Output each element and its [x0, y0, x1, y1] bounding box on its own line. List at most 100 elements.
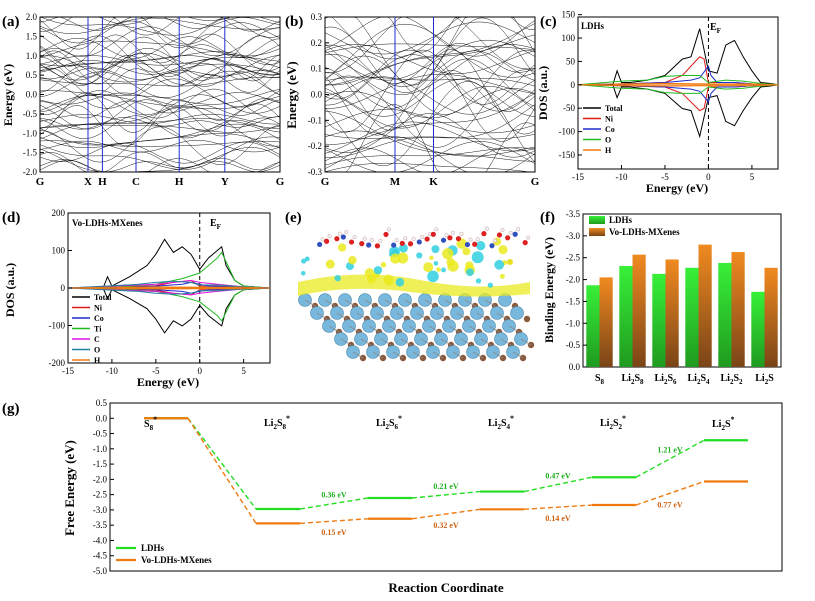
step-energy-label: 0.77 eV: [657, 500, 683, 509]
band-line: [39, 88, 281, 119]
legend-label: O: [94, 346, 100, 355]
band-line: [39, 92, 281, 133]
band-line: [324, 43, 536, 53]
formula-sub: 4: [507, 423, 511, 431]
panel-b-ylabel: Energy (eV): [284, 61, 299, 129]
legend-label: Vo-LDHs-MXenes: [609, 227, 680, 237]
ytick-label: -0.5: [23, 109, 38, 119]
band-line: [39, 59, 281, 86]
band-line: [40, 33, 281, 73]
ytick-label: -0.5: [566, 340, 581, 350]
bond: [348, 325, 360, 333]
panel-b-bands: [324, 16, 536, 173]
formula-part: Li: [600, 418, 610, 429]
legend-label: Co: [605, 125, 615, 134]
band-line: [39, 76, 281, 87]
band-line: [324, 16, 536, 53]
bar-ldhs: [718, 262, 732, 367]
h-atom: [516, 227, 521, 232]
category-label: Li2S: [755, 373, 774, 386]
legend-label: Vo-LDHs-MXenes: [141, 555, 212, 565]
band-line: [324, 49, 536, 105]
panel-f-legend: LDHs Vo-LDHs-MXenes: [589, 215, 680, 237]
formula-sub: 2: [664, 378, 668, 386]
band-line: [39, 67, 281, 96]
h-atom: [411, 236, 416, 241]
ytick-label: -200: [49, 358, 66, 368]
band-line: [324, 147, 536, 166]
charge-density-difference-model: [298, 226, 535, 362]
isosurface-lobe: [446, 258, 455, 267]
isosurface-lobe: [390, 253, 401, 264]
ytick-label: 1.0: [26, 51, 38, 61]
step-energy-label: 0.21 eV: [433, 482, 459, 491]
bond: [460, 338, 472, 346]
h-atom: [444, 233, 449, 238]
h-atom: [403, 236, 408, 241]
panel-g-axes: S8* Li2S8* Li2S6* Li2S4* Li2S2*Li2S*0.50.0-0…: [93, 398, 735, 576]
connector-vo-ldhs-mxenes: [523, 504, 593, 510]
bond: [500, 338, 512, 346]
band-line: [39, 50, 281, 85]
formula-sub: 2: [273, 423, 277, 431]
step-energy-label: 0.14 eV: [545, 514, 571, 523]
formula-sub: 2: [730, 378, 734, 386]
band-line: [324, 162, 535, 173]
band-line: [324, 76, 536, 115]
band-line: [39, 147, 281, 173]
bond: [484, 299, 496, 307]
top-atom: [496, 232, 503, 238]
formula-part: S: [700, 373, 706, 384]
legend-label: Ni: [605, 115, 614, 124]
legend-label: H: [605, 146, 612, 155]
isosurface-lobe: [487, 282, 494, 288]
legend-label: Total: [605, 104, 623, 113]
isosurface-lobe: [348, 256, 357, 265]
kpoint-label: M: [390, 176, 401, 188]
ytick-label: -2.5: [93, 490, 108, 500]
formula-part: Li: [376, 418, 386, 429]
band-line: [39, 88, 281, 105]
panel-a-ylabel: Energy (eV): [1, 64, 15, 126]
kpoint-label: H: [175, 176, 184, 188]
band-line: [40, 99, 281, 119]
formula-part: S: [733, 373, 739, 384]
band-line: [324, 49, 536, 142]
panel-f-axes: S8 Li2S8 Li2S6 Li2S4 Li2S2 Li2S-3.5-3.0-2.5-2…: [566, 209, 774, 386]
dos-series-h: [67, 286, 271, 289]
bond: [384, 299, 396, 307]
band-line: [39, 36, 281, 59]
formula-part: Li: [755, 373, 765, 384]
band-line: [39, 133, 281, 149]
top-atom: [317, 241, 323, 248]
panel-b-label: (b): [285, 14, 303, 30]
ytick-label: -100: [49, 321, 66, 331]
isosurface-lobe: [494, 259, 505, 270]
category-label: Li2S8: [621, 373, 644, 386]
band-line: [324, 50, 536, 115]
formula-sub: 6: [395, 423, 399, 431]
bond: [372, 351, 384, 359]
top-atom: [391, 242, 397, 248]
formula-part: Li: [488, 418, 498, 429]
band-line: [39, 159, 281, 172]
h-atom: [327, 234, 332, 239]
legend-swatch: [589, 228, 605, 236]
h-atom: [484, 226, 489, 231]
band-line: [39, 35, 281, 81]
bond: [364, 299, 376, 307]
ytick-label: -4.0: [93, 535, 108, 545]
formula-part: Li: [712, 419, 722, 430]
formula-sub: 8: [283, 423, 287, 431]
dos-series-h: [67, 287, 271, 290]
h-atom: [508, 230, 513, 235]
bar-vo-ldhs-mxenes: [698, 244, 712, 367]
band-line: [39, 58, 281, 76]
ytick-label: 100: [52, 246, 66, 256]
dos-series-total: [578, 28, 779, 86]
band-line: [39, 141, 281, 164]
bond: [508, 325, 520, 333]
